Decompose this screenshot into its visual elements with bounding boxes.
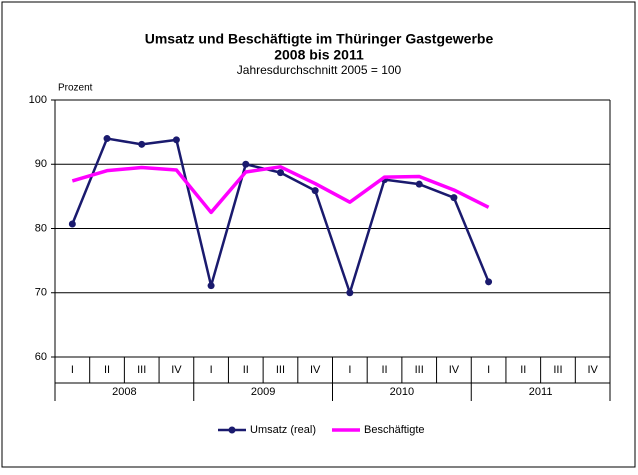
chart-frame [1,1,636,468]
x-tick-label: II [520,364,526,376]
series-marker [485,278,493,286]
series-marker [346,289,354,297]
series-marker [172,136,180,144]
x-tick-label: III [137,364,146,376]
series-marker [68,220,76,228]
chart-title: Umsatz und Beschäftigte im Thüringer Gas… [145,31,494,47]
series-line [71,165,490,215]
x-tick-label: III [276,364,285,376]
y-tick-label: 70 [35,287,47,299]
legend-label: Beschäftigte [364,424,425,436]
x-tick-label: III [553,364,562,376]
x-tick-label: II [243,364,249,376]
y-tick-label: 80 [35,222,47,234]
series-marker [450,194,458,202]
x-tick-label: I [348,364,351,376]
y-tick-label: 60 [35,351,47,363]
x-tick-label: IV [587,364,598,376]
series-marker [276,169,284,177]
x-tick-label: III [415,364,424,376]
y-tick-label: 100 [29,94,47,106]
year-label: 2009 [251,386,275,398]
year-label: 2010 [390,386,414,398]
x-tick-label: IV [449,364,460,376]
series-marker [242,160,250,168]
series-marker [103,135,111,143]
x-tick-label: I [210,364,213,376]
chart-subtitle: Jahresdurchschnitt 2005 = 100 [237,63,402,77]
x-tick-label: I [487,364,490,376]
x-tick-label: II [381,364,387,376]
series-marker [415,180,423,188]
x-tick-label: IV [310,364,321,376]
x-tick-label: II [104,364,110,376]
x-tick-label: IV [171,364,182,376]
legend-label: Umsatz (real) [250,424,316,436]
year-label: 2008 [112,386,136,398]
series-marker [138,140,146,148]
y-axis-label: Prozent [58,83,93,94]
x-tick-label: I [71,364,74,376]
series-marker [311,187,319,195]
year-label: 2011 [529,386,553,398]
series-marker [207,282,215,290]
chart-subtitle-bold: 2008 bis 2011 [274,47,364,63]
y-tick-label: 90 [35,158,47,170]
legend-marker [228,426,236,434]
